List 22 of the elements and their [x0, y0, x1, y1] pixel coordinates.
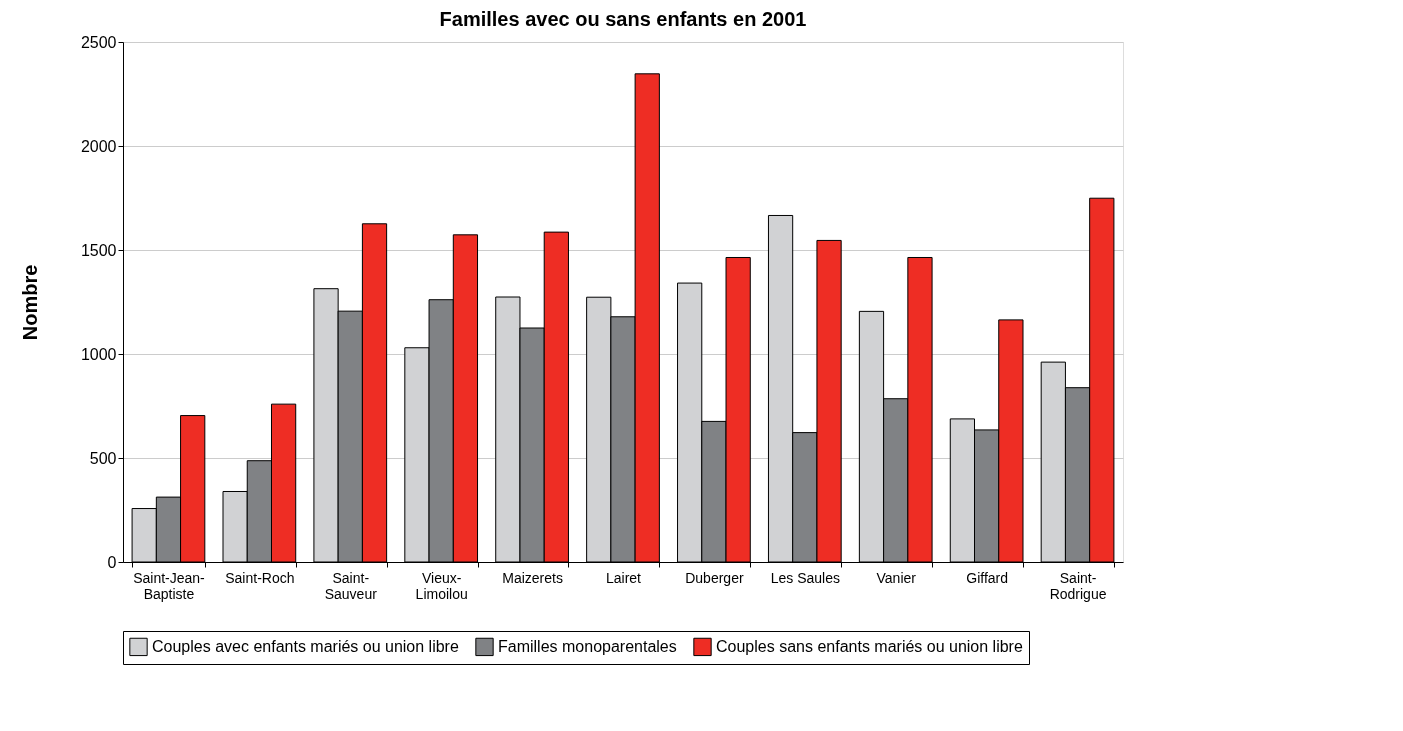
- x-tick-label: Saint-Jean- Baptiste: [133, 569, 206, 602]
- legend-label: Couples avec enfants mariés ou union libre: [152, 637, 459, 655]
- x-tick-label: Saint- Sauveur: [324, 569, 378, 602]
- x-tick-label: Duberger: [685, 569, 744, 586]
- y-tick-label: 1500: [80, 241, 117, 259]
- x-tick-label: Saint-Roch: [225, 569, 295, 586]
- y-tick-label: 0: [107, 553, 117, 571]
- x-tick-label: Maizerets: [502, 569, 563, 586]
- y-tick-label: 1000: [80, 345, 117, 363]
- x-tick-label: Lairet: [605, 569, 642, 586]
- x-tick-label: Saint- Rodrigue: [1049, 569, 1107, 602]
- legend-label: Familles monoparentales: [498, 637, 677, 655]
- x-tick-label: Les Saules: [770, 569, 840, 586]
- x-tick-label: Giffard: [966, 569, 1009, 586]
- chart-title: Familles avec ou sans enfants en 2001: [439, 8, 807, 30]
- y-tick-label: 2500: [80, 33, 117, 51]
- x-tick-label: Vieux- Limoilou: [415, 569, 468, 602]
- y-tick-label: 2000: [80, 137, 117, 155]
- y-axis-title: Nombre: [18, 264, 41, 341]
- y-tick-label: 500: [89, 449, 117, 467]
- legend-label: Couples sans enfants mariés ou union libre: [716, 637, 1023, 655]
- x-tick-label: Vanier: [876, 569, 917, 586]
